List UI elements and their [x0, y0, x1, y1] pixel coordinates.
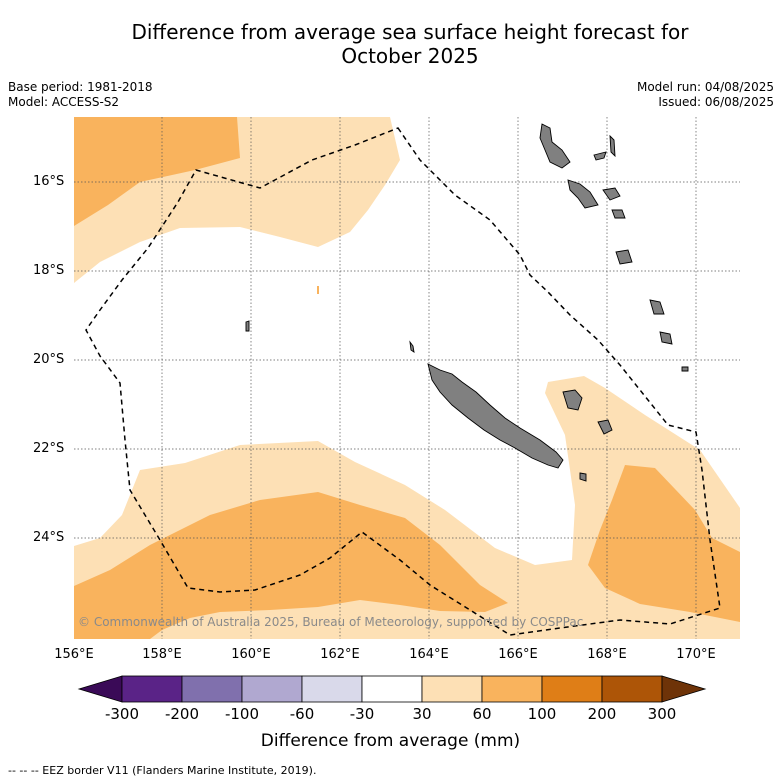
islet-3 [409, 340, 415, 353]
lon-label-162e: 162°E [320, 647, 360, 662]
colorbar-tick-label: 100 [527, 705, 557, 723]
vanuatu-erromango [615, 249, 633, 265]
colorbar-tick-label: -60 [289, 705, 315, 723]
eez-border [85, 127, 721, 636]
copyright-notice: © Commonwealth of Australia 2025, Bureau… [78, 615, 584, 629]
graticule [74, 117, 740, 639]
loyalty-island-2 [597, 419, 613, 435]
lon-label-164e: 164°E [409, 647, 449, 662]
title-line-1: Difference from average sea surface heig… [131, 20, 689, 44]
vanuatu-efate [602, 187, 621, 201]
colorbar-tick-label: 60 [472, 705, 492, 723]
new-caledonia [427, 363, 564, 469]
lat-label-24s: 24°S [33, 530, 65, 545]
vanuatu-santo [539, 123, 571, 169]
lon-label-170e: 170°E [676, 647, 716, 662]
loyalty-island-3 [579, 472, 587, 482]
anomaly-band-60-100-north [74, 117, 240, 226]
landmasses [245, 123, 689, 482]
vanuatu-aneityum [659, 331, 673, 345]
meta-right: Model run: 04/08/2025 Issued: 06/08/2025 [637, 80, 774, 110]
lat-label-16s: 16°S [33, 174, 65, 189]
meta-left: Base period: 1981-2018 Model: ACCESS-S2 [8, 80, 153, 110]
model-name: Model: ACCESS-S2 [8, 95, 120, 109]
chart-title: Difference from average sea surface heig… [60, 20, 760, 68]
vanuatu-island-3 [609, 134, 616, 158]
colorbar-tick-label: -100 [224, 705, 260, 723]
lat-label-20s: 20°S [33, 352, 65, 367]
anomaly-fields [74, 117, 740, 639]
islet-1 [681, 366, 689, 372]
lon-label-156e: 156°E [54, 647, 94, 662]
lon-label-166e: 166°E [498, 647, 538, 662]
vanuatu-tanna [649, 299, 665, 315]
lon-label-158e: 158°E [142, 647, 182, 662]
colorbar-tick-label: 30 [412, 705, 432, 723]
colorbar-tick-label: -200 [164, 705, 200, 723]
eez-footnote: -- -- -- EEZ border V11 (Flanders Marine… [8, 764, 317, 777]
lon-label-160e: 160°E [231, 647, 271, 662]
base-period: Base period: 1981-2018 [8, 80, 153, 94]
islet-2 [245, 320, 250, 332]
lat-label-22s: 22°S [33, 441, 65, 456]
colorbar-title: Difference from average (mm) [260, 731, 521, 751]
colorbar-tick-label: -300 [104, 705, 140, 723]
anomaly-speck [317, 286, 319, 294]
vanuatu-island-5 [611, 209, 626, 219]
colorbar-tick-label: -30 [349, 705, 375, 723]
colorbar-tick-label: 300 [647, 705, 677, 723]
colorbar-tick-label: 200 [587, 705, 617, 723]
anomaly-band-60-100-southeast [588, 465, 740, 622]
title-line-2: October 2025 [341, 44, 479, 68]
model-run: Model run: 04/08/2025 [636, 80, 774, 94]
vanuatu-island-2 [593, 151, 607, 161]
lon-label-168e: 168°E [587, 647, 627, 662]
lat-label-18s: 18°S [33, 263, 65, 278]
anomaly-band-60-100-south [74, 492, 508, 639]
issued-date: Issued: 06/08/2025 [658, 95, 774, 109]
vanuatu-malakula [567, 179, 599, 209]
loyalty-island-1 [562, 389, 583, 411]
